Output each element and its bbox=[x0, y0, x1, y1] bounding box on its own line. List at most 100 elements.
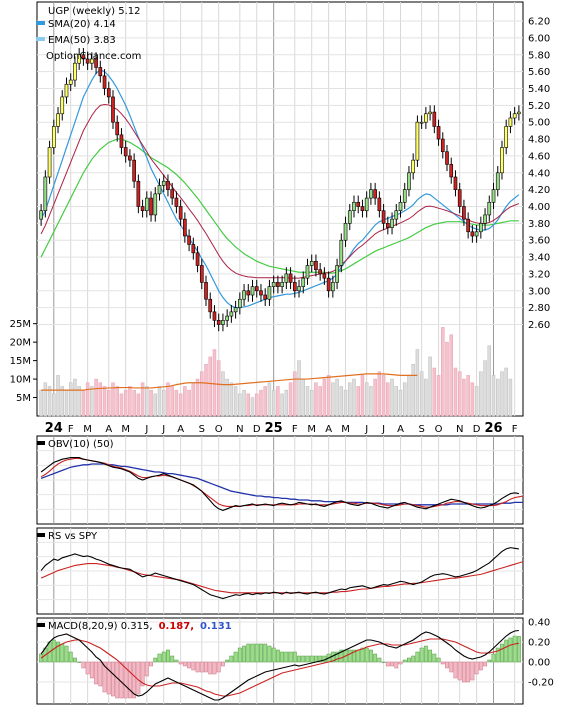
macd-histogram-bar bbox=[136, 661, 141, 695]
macd-histogram-bar bbox=[220, 661, 225, 667]
volume-bar bbox=[119, 393, 124, 417]
macd-tick-label: 0.20 bbox=[528, 638, 550, 649]
candle-body bbox=[373, 189, 377, 199]
volume-bar bbox=[343, 389, 348, 417]
macd-histogram-bar bbox=[487, 659, 492, 663]
x-tick-label: M bbox=[307, 424, 316, 435]
volume-bar bbox=[161, 389, 166, 417]
macd-histogram-bar bbox=[368, 649, 373, 663]
candle-body bbox=[153, 193, 158, 216]
macd-histogram-bar bbox=[491, 653, 496, 663]
x-tick-label: J bbox=[381, 424, 385, 435]
candle-body bbox=[90, 58, 94, 64]
macd-histogram-bar bbox=[216, 661, 221, 673]
macd-histogram-bar bbox=[187, 661, 192, 669]
candle-body bbox=[208, 298, 213, 313]
volume-bar bbox=[115, 386, 119, 417]
macd-histogram-bar bbox=[60, 643, 65, 663]
macd-histogram-bar bbox=[115, 661, 120, 699]
volume-bar bbox=[348, 382, 352, 417]
candle-body bbox=[402, 189, 407, 203]
volume-bar bbox=[491, 375, 496, 417]
volume-bar bbox=[64, 389, 69, 417]
volume-bar bbox=[335, 378, 339, 417]
macd-histogram-bar bbox=[225, 659, 230, 663]
candle-body bbox=[111, 96, 115, 123]
macd-histogram-bar bbox=[483, 661, 488, 667]
macd-histogram-bar bbox=[191, 661, 196, 671]
candle-body bbox=[238, 298, 242, 308]
candle-body bbox=[292, 282, 297, 292]
volume-bar bbox=[60, 386, 64, 417]
volume-bar bbox=[123, 389, 128, 417]
candle-body bbox=[297, 286, 301, 292]
macd-histogram-bar bbox=[212, 661, 217, 675]
x-tick-label: A bbox=[177, 424, 184, 435]
macd-histogram-bar bbox=[445, 661, 449, 669]
volume-bar bbox=[284, 389, 289, 417]
candle-body bbox=[85, 58, 90, 64]
macd-histogram-bar bbox=[419, 647, 424, 663]
price-tick-label: 5.60 bbox=[528, 67, 550, 78]
candle-body bbox=[102, 75, 107, 89]
volume-bar bbox=[136, 393, 141, 417]
volume-bar bbox=[128, 386, 132, 417]
volume-bar bbox=[474, 386, 479, 417]
price-tick-label: 4.20 bbox=[528, 185, 550, 196]
volume-bar bbox=[386, 382, 390, 417]
macd-histogram-bar bbox=[89, 661, 94, 679]
volume-bar bbox=[140, 382, 145, 417]
macd-histogram-bar bbox=[229, 655, 234, 663]
macd-histogram-bar bbox=[453, 661, 458, 679]
volume-bar bbox=[174, 389, 179, 417]
candle-body bbox=[212, 311, 217, 321]
macd-histogram-bar bbox=[166, 649, 170, 663]
x-tick-label: N bbox=[236, 424, 243, 435]
macd-histogram-bar bbox=[318, 655, 323, 663]
candle-body bbox=[288, 273, 293, 283]
price-tick-label: 3.00 bbox=[528, 286, 550, 297]
macd-histogram-bar bbox=[174, 659, 179, 663]
x-tick-label: O bbox=[215, 424, 223, 435]
macd-histogram-bar bbox=[157, 653, 162, 663]
candle-body bbox=[259, 290, 263, 296]
x-tick-label: M bbox=[83, 424, 92, 435]
candle-body bbox=[64, 83, 69, 98]
sma-legend-swatch bbox=[36, 21, 45, 25]
volume-bar bbox=[314, 382, 318, 417]
candle-body bbox=[440, 138, 445, 153]
volume-bar bbox=[445, 341, 449, 417]
macd-histogram-bar bbox=[352, 649, 356, 663]
price-tick-label: 2.80 bbox=[528, 303, 550, 314]
volume-tick-label: 15M bbox=[10, 356, 31, 367]
volume-bar bbox=[457, 371, 462, 417]
price-tick-label: 4.00 bbox=[528, 202, 550, 213]
macd-histogram-bar bbox=[508, 637, 513, 663]
macd-histogram-bar bbox=[474, 661, 479, 675]
candle-body bbox=[356, 201, 361, 207]
x-tick-label: D bbox=[253, 424, 261, 435]
price-tick-label: 4.60 bbox=[528, 151, 550, 162]
macd-histogram-bar bbox=[254, 643, 259, 663]
volume-bar bbox=[436, 375, 441, 417]
macd-histogram-bar bbox=[81, 661, 86, 669]
volume-bar bbox=[470, 382, 475, 417]
macd-histogram-bar bbox=[309, 655, 314, 663]
volume-bar bbox=[200, 371, 204, 417]
candle-body bbox=[94, 58, 98, 68]
macd-histogram-bar bbox=[111, 661, 115, 697]
candle-body bbox=[483, 214, 487, 224]
macd-histogram-bar bbox=[415, 651, 420, 663]
volume-bar bbox=[39, 389, 43, 417]
macd-signal-line bbox=[40, 638, 519, 697]
volume-bar bbox=[73, 378, 77, 417]
volume-bar bbox=[377, 371, 382, 417]
macd-histogram-bar bbox=[356, 649, 361, 663]
macd-histogram-bar bbox=[364, 647, 369, 663]
macd-histogram-bar bbox=[123, 661, 128, 699]
x-tick-label: A bbox=[325, 424, 332, 435]
x-tick-label: N bbox=[456, 424, 463, 435]
candle-body bbox=[263, 294, 268, 300]
macd-histogram-bar bbox=[170, 655, 175, 663]
